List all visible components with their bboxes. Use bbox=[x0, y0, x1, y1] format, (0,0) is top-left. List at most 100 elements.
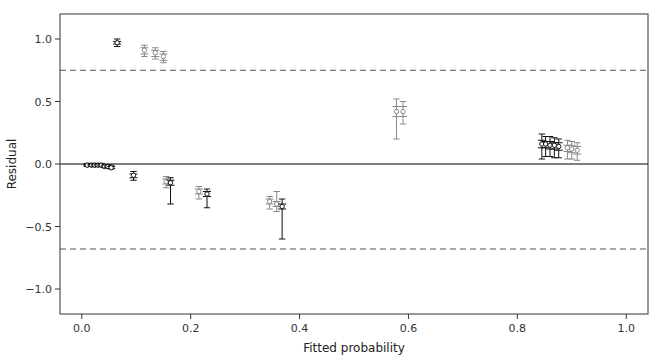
whisker-cap bbox=[167, 204, 173, 205]
whisker-cap bbox=[141, 56, 147, 57]
x-tick bbox=[299, 314, 300, 319]
y-tick-label: 0.5 bbox=[35, 96, 53, 109]
median bbox=[543, 142, 547, 146]
q3-cap bbox=[555, 142, 563, 143]
whisker-cap bbox=[273, 191, 279, 192]
dashed-line bbox=[60, 249, 648, 250]
whisker-cap bbox=[569, 159, 575, 160]
q3-cap bbox=[573, 146, 581, 147]
box bbox=[107, 165, 115, 170]
box bbox=[392, 99, 400, 139]
whisker-cap bbox=[160, 62, 166, 63]
median bbox=[557, 144, 561, 148]
q1-cap bbox=[573, 154, 581, 155]
median bbox=[161, 54, 165, 58]
q1-cap bbox=[151, 56, 159, 57]
median bbox=[565, 146, 569, 150]
whisker-cap bbox=[152, 59, 158, 60]
whisker-cap bbox=[204, 189, 210, 190]
median bbox=[109, 166, 113, 170]
whisker-cap bbox=[539, 159, 545, 160]
whisker-cap bbox=[539, 134, 545, 135]
whisker-cap bbox=[400, 124, 406, 125]
box bbox=[151, 48, 159, 59]
q3-cap bbox=[399, 106, 407, 107]
y-tick bbox=[55, 289, 60, 290]
median bbox=[548, 143, 552, 147]
median bbox=[142, 48, 146, 52]
y-tick bbox=[55, 39, 60, 40]
median bbox=[168, 181, 172, 185]
x-tick bbox=[626, 314, 627, 319]
y-tick-label: −1.0 bbox=[25, 283, 52, 296]
whisker-cap bbox=[547, 136, 553, 137]
whisker-cap bbox=[114, 46, 120, 47]
whisker-cap bbox=[130, 171, 136, 172]
box bbox=[399, 102, 407, 125]
whisker-cap bbox=[163, 176, 169, 177]
q1-cap bbox=[159, 60, 167, 61]
x-tick-label: 0.6 bbox=[400, 322, 418, 335]
x-tick bbox=[408, 314, 409, 319]
whisker-cap bbox=[556, 139, 562, 140]
whisker-cap bbox=[266, 196, 272, 197]
box bbox=[278, 199, 286, 239]
chart: 0.00.20.40.60.81.0−1.0−0.50.00.51.0Fitte… bbox=[0, 0, 664, 360]
plot-frame bbox=[60, 14, 648, 314]
median bbox=[280, 204, 284, 208]
median bbox=[153, 51, 157, 55]
y-tick-label: −0.5 bbox=[25, 221, 52, 234]
median bbox=[267, 199, 271, 203]
x-tick-label: 0.4 bbox=[291, 322, 309, 335]
q3-cap bbox=[568, 145, 576, 146]
median bbox=[205, 192, 209, 196]
x-tick-label: 0.8 bbox=[509, 322, 527, 335]
median bbox=[197, 189, 201, 193]
x-tick bbox=[81, 314, 82, 319]
whisker-cap bbox=[152, 47, 158, 48]
box bbox=[140, 45, 148, 56]
box bbox=[113, 39, 121, 47]
median bbox=[552, 143, 556, 147]
x-axis-label: Fitted probability bbox=[303, 341, 405, 355]
whisker-cap bbox=[196, 186, 202, 187]
y-tick bbox=[55, 101, 60, 102]
q1-cap bbox=[399, 116, 407, 117]
x-tick-label: 0.2 bbox=[182, 322, 200, 335]
whisker-cap bbox=[167, 177, 173, 178]
whisker-cap bbox=[266, 209, 272, 210]
whisker-cap bbox=[556, 157, 562, 158]
whisker-cap bbox=[163, 187, 169, 188]
whisker-cap bbox=[114, 39, 120, 40]
whisker bbox=[396, 99, 397, 139]
whisker-cap bbox=[393, 99, 399, 100]
box bbox=[203, 189, 211, 208]
dashed-line bbox=[60, 70, 648, 71]
median bbox=[115, 41, 119, 45]
median bbox=[394, 109, 398, 113]
box bbox=[159, 52, 167, 63]
y-tick-label: 0.0 bbox=[35, 158, 53, 171]
whisker-cap bbox=[551, 137, 557, 138]
q1-cap bbox=[140, 54, 148, 55]
q1-cap bbox=[555, 150, 563, 151]
x-tick bbox=[190, 314, 191, 319]
q3-cap bbox=[546, 141, 554, 142]
box bbox=[266, 197, 274, 210]
median bbox=[401, 109, 405, 113]
whisker-cap bbox=[141, 45, 147, 46]
q3-cap bbox=[538, 140, 546, 141]
whisker-cap bbox=[393, 139, 399, 140]
whisker-cap bbox=[196, 199, 202, 200]
box bbox=[555, 139, 563, 158]
box bbox=[573, 143, 581, 161]
x-tick bbox=[517, 314, 518, 319]
x-tick-label: 0.0 bbox=[73, 322, 91, 335]
whisker-cap bbox=[574, 160, 580, 161]
whisker-cap bbox=[273, 211, 279, 212]
y-axis-label: Residual bbox=[5, 139, 19, 190]
median bbox=[575, 148, 579, 152]
reference-line bbox=[60, 163, 648, 164]
box bbox=[130, 172, 138, 181]
whisker-cap bbox=[547, 156, 553, 157]
